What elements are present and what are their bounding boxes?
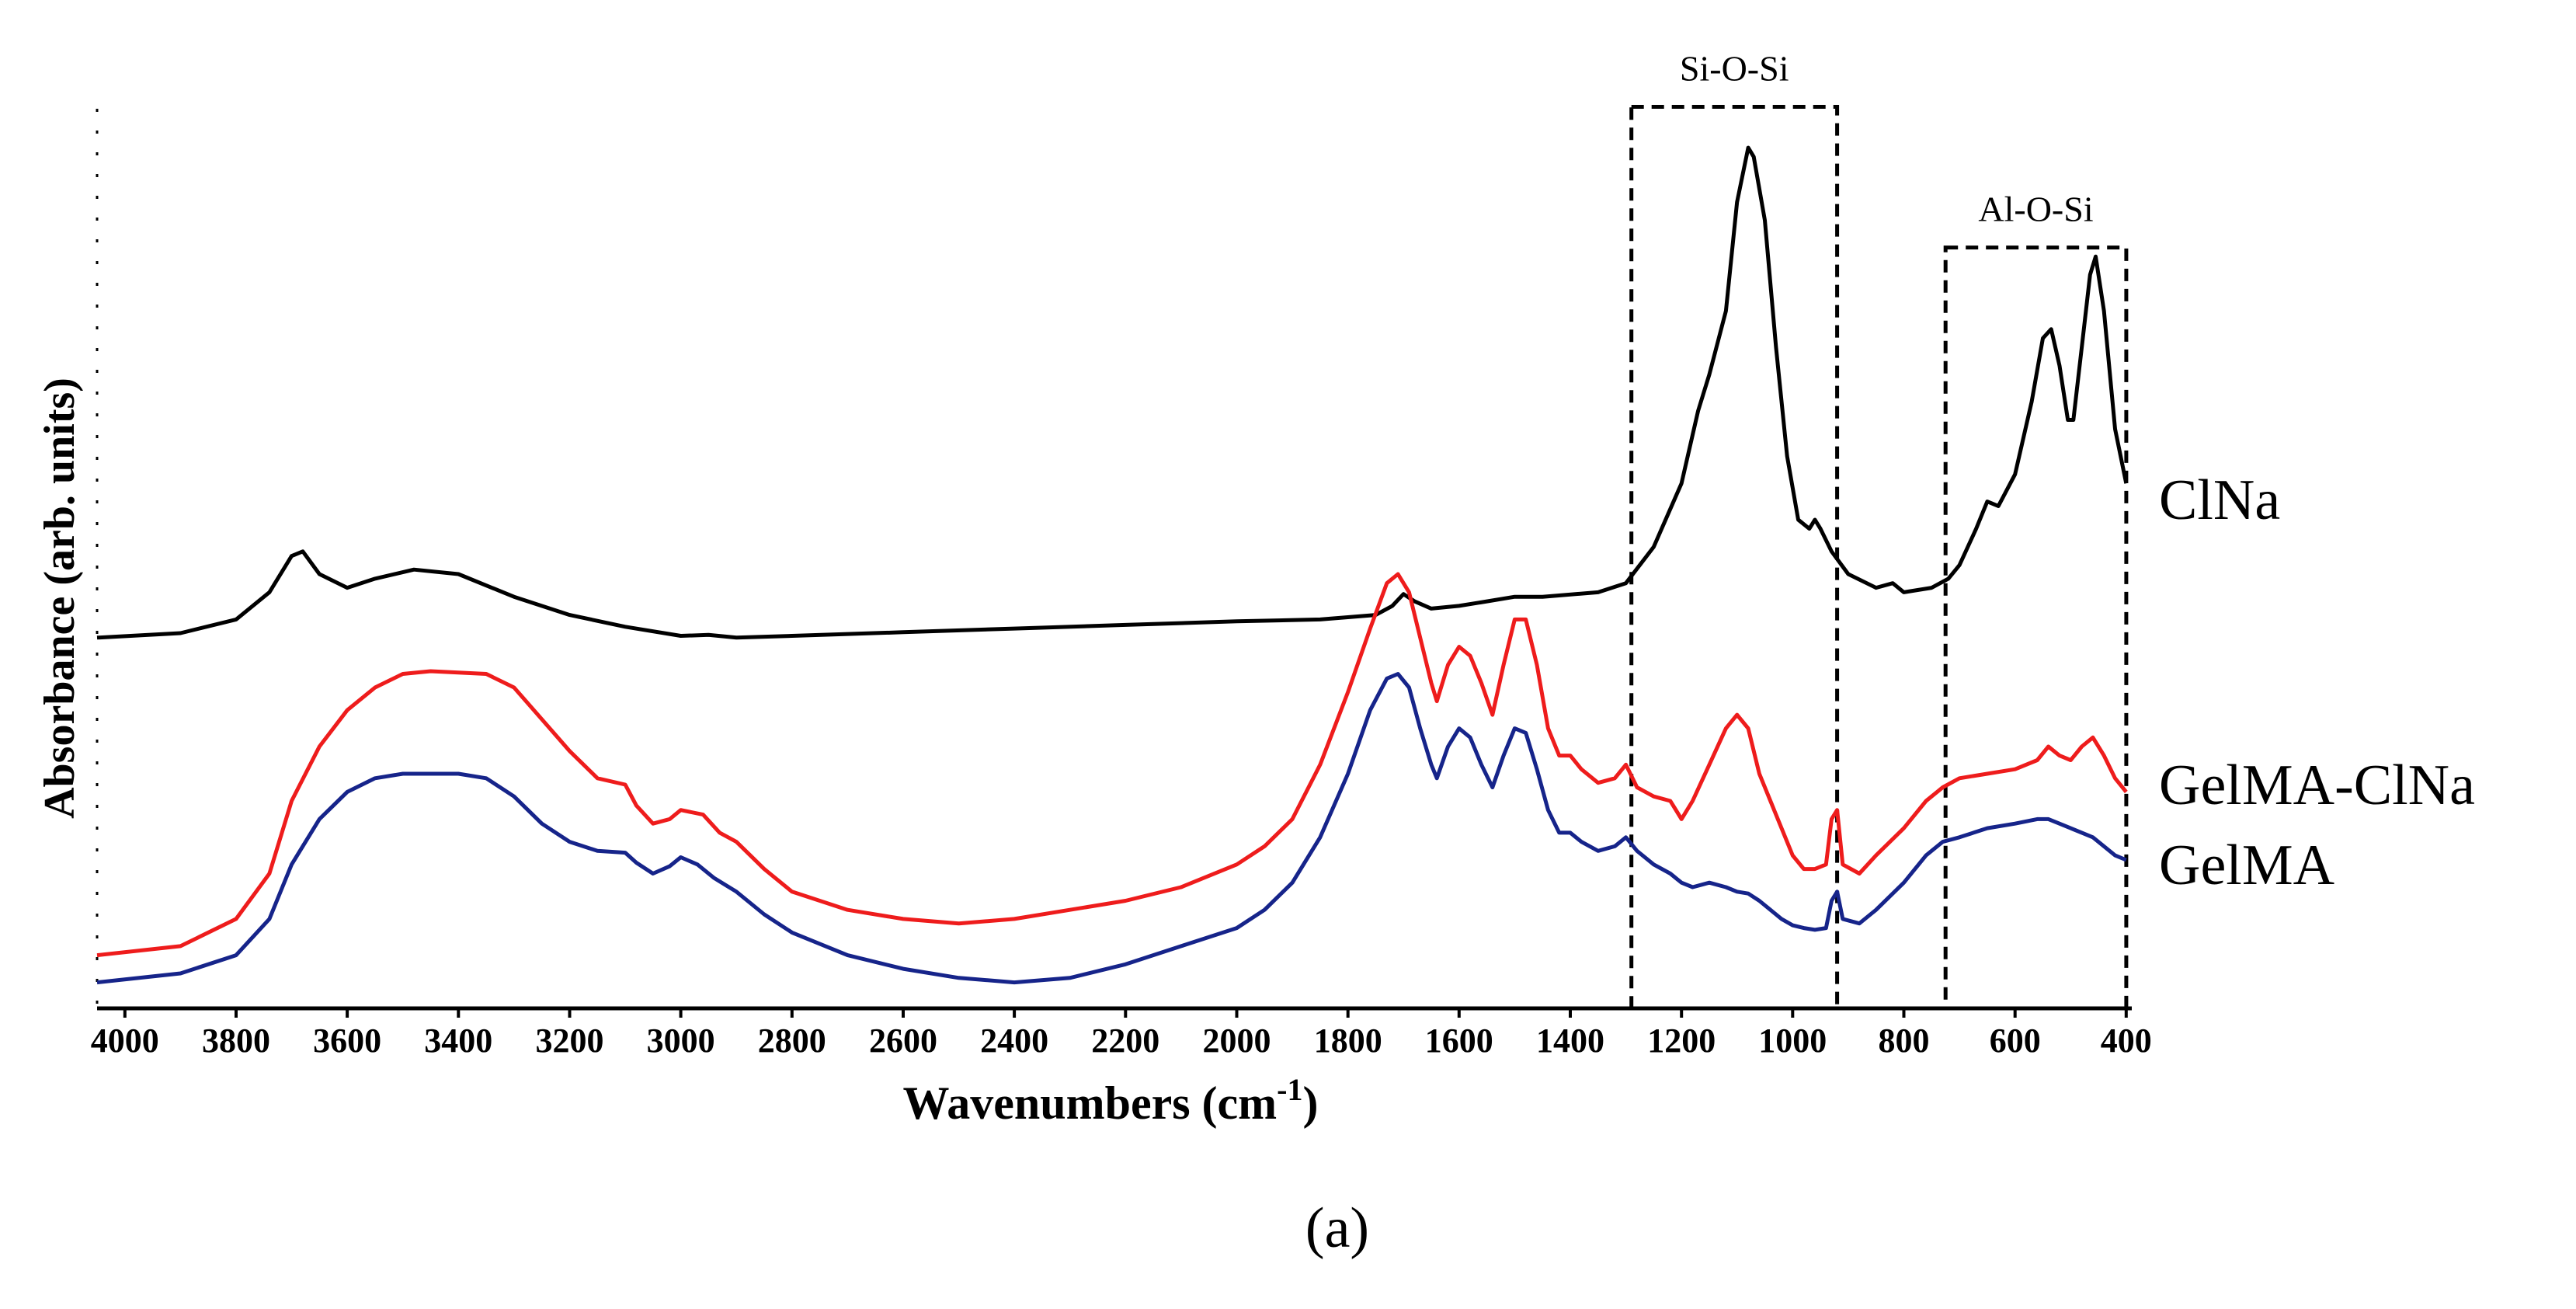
x-tick-label: 1600	[1425, 1022, 1493, 1060]
region-boxes: Si-O-Si Al-O-Si	[1629, 49, 2129, 1011]
x-tick-label: 600	[1990, 1022, 2041, 1060]
x-tick-label: 2200	[1091, 1022, 1159, 1060]
x-tick-label: 2000	[1203, 1022, 1271, 1060]
axes-frame	[96, 109, 2132, 1011]
x-axis-title-main: Wavenumbers (cm	[903, 1077, 1278, 1129]
x-tick-label: 2400	[980, 1022, 1048, 1060]
x-axis-ticks: 4000 3800 3600 3400 3200 3000 2800 2600 2400 2200…	[91, 1008, 2152, 1060]
series-label-gelma-clna: GelMA-ClNa	[2159, 754, 2475, 817]
x-tick-label: 3800	[202, 1022, 270, 1060]
series-line-gelma	[96, 672, 2127, 985]
x-axis-title-exponent: -1	[1277, 1072, 1302, 1107]
x-tick-label: 1200	[1647, 1022, 1716, 1060]
series-lines	[96, 145, 2129, 985]
x-tick-label: 2800	[758, 1022, 826, 1060]
x-tick-label: 800	[1879, 1022, 1930, 1060]
series-line-gelma-clna	[96, 572, 2128, 958]
region-label-al-o-si: Al-O-Si	[1978, 190, 2093, 229]
x-tick-label: 3600	[313, 1022, 381, 1060]
x-axis-title: Wavenumbers (cm-1)	[903, 1072, 1319, 1129]
region-box-al-o-si	[1943, 245, 2129, 1011]
series-label-clna: ClNa	[2159, 468, 2280, 532]
x-tick-label: 4000	[91, 1022, 159, 1060]
y-axis-title: Absorbance (arb. units)	[36, 378, 84, 819]
x-tick-label: 3400	[424, 1022, 492, 1060]
region-label-si-o-si: Si-O-Si	[1680, 49, 1789, 89]
x-tick-label: 3200	[536, 1022, 604, 1060]
figure-caption: (a)	[1305, 1196, 1369, 1260]
series-labels: ClNa GelMA-ClNa GelMA	[2159, 468, 2475, 897]
x-tick-label: 400	[2101, 1022, 2152, 1060]
x-tick-label: 2600	[869, 1022, 937, 1060]
x-tick-label: 1000	[1758, 1022, 1827, 1060]
x-tick-label: 1400	[1536, 1022, 1604, 1060]
series-label-gelma: GelMA	[2159, 834, 2334, 897]
x-tick-label: 1800	[1314, 1022, 1382, 1060]
x-axis-title-suffix: )	[1302, 1077, 1318, 1129]
series-line-clna	[96, 145, 2129, 640]
x-tick-label: 3000	[647, 1022, 715, 1060]
